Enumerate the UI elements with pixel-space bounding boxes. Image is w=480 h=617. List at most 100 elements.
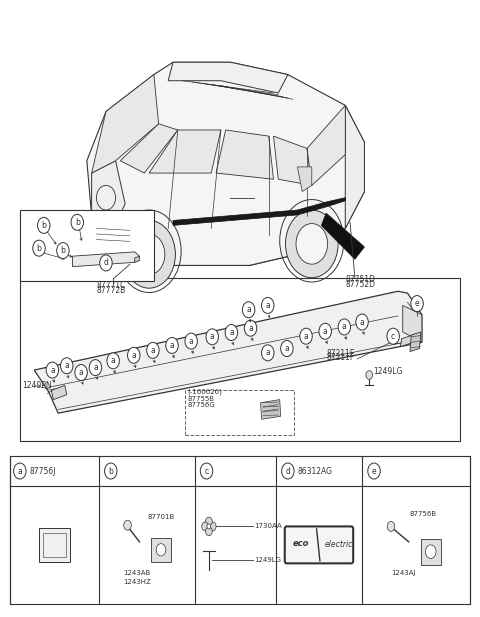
Text: (-160626): (-160626)	[187, 388, 222, 395]
Polygon shape	[92, 75, 158, 173]
Circle shape	[96, 185, 116, 210]
Text: eco: eco	[293, 539, 309, 548]
Circle shape	[206, 329, 218, 345]
Circle shape	[123, 220, 175, 288]
Text: a: a	[79, 368, 84, 377]
Polygon shape	[120, 124, 178, 173]
Text: 87751D: 87751D	[345, 275, 375, 284]
Text: a: a	[111, 357, 116, 365]
Circle shape	[411, 296, 423, 312]
Text: 87756G: 87756G	[187, 402, 215, 408]
Circle shape	[319, 323, 331, 339]
Circle shape	[296, 223, 327, 264]
Bar	[152, 537, 170, 562]
Circle shape	[368, 463, 380, 479]
Circle shape	[387, 328, 399, 344]
Circle shape	[425, 545, 436, 558]
Circle shape	[200, 463, 213, 479]
Circle shape	[166, 337, 178, 354]
Polygon shape	[298, 167, 312, 191]
Polygon shape	[92, 197, 345, 265]
Circle shape	[207, 524, 211, 529]
Polygon shape	[307, 106, 345, 185]
Circle shape	[262, 297, 274, 313]
Text: c: c	[204, 466, 208, 476]
Text: a: a	[64, 361, 69, 370]
Circle shape	[37, 217, 50, 233]
Circle shape	[262, 345, 274, 361]
Polygon shape	[400, 333, 419, 347]
Text: d: d	[104, 259, 108, 267]
Circle shape	[57, 242, 69, 259]
Bar	[10, 456, 470, 604]
Circle shape	[60, 358, 73, 374]
Polygon shape	[322, 213, 364, 259]
Text: a: a	[323, 327, 327, 336]
Polygon shape	[216, 130, 274, 179]
Bar	[43, 533, 66, 557]
Circle shape	[202, 522, 208, 531]
Bar	[20, 278, 460, 441]
Text: 87756B: 87756B	[409, 511, 437, 517]
Text: a: a	[93, 363, 98, 372]
Text: a: a	[210, 333, 215, 341]
Text: a: a	[285, 344, 289, 353]
Polygon shape	[34, 291, 422, 413]
Circle shape	[205, 517, 212, 526]
Text: b: b	[75, 218, 80, 227]
Polygon shape	[87, 62, 364, 265]
Circle shape	[282, 463, 294, 479]
Polygon shape	[51, 386, 67, 400]
Text: electric: electric	[325, 540, 353, 549]
Text: 87701B: 87701B	[147, 514, 175, 520]
Text: a: a	[360, 318, 364, 326]
Circle shape	[338, 319, 350, 335]
Text: 1730AA: 1730AA	[254, 523, 282, 529]
Circle shape	[366, 371, 372, 379]
Text: e: e	[372, 466, 376, 476]
Text: c: c	[391, 332, 395, 341]
Bar	[185, 391, 294, 435]
Polygon shape	[92, 161, 125, 234]
Text: a: a	[132, 351, 136, 360]
Text: 1249PN: 1249PN	[22, 381, 52, 390]
Circle shape	[225, 325, 238, 341]
FancyBboxPatch shape	[285, 526, 353, 563]
Polygon shape	[72, 252, 140, 267]
Text: a: a	[17, 466, 22, 476]
Circle shape	[133, 234, 165, 275]
Text: 87211E: 87211E	[326, 349, 355, 358]
Circle shape	[242, 302, 255, 318]
Text: 87755B: 87755B	[187, 396, 215, 402]
Circle shape	[281, 341, 293, 357]
Text: a: a	[265, 349, 270, 357]
Polygon shape	[403, 305, 422, 342]
Text: a: a	[229, 328, 234, 337]
Polygon shape	[274, 136, 312, 185]
Circle shape	[356, 314, 368, 330]
Text: 87756J: 87756J	[29, 466, 56, 476]
Text: a: a	[248, 324, 253, 333]
Circle shape	[107, 353, 120, 369]
Text: 1243HZ: 1243HZ	[123, 579, 151, 585]
Text: a: a	[169, 341, 174, 350]
Text: a: a	[265, 301, 270, 310]
Text: b: b	[60, 246, 65, 255]
Circle shape	[209, 522, 216, 531]
Text: a: a	[189, 337, 193, 346]
Circle shape	[286, 210, 338, 278]
Polygon shape	[96, 210, 130, 247]
Text: 86312AG: 86312AG	[298, 466, 333, 476]
Circle shape	[71, 214, 84, 230]
Text: d: d	[286, 466, 290, 476]
Circle shape	[105, 463, 117, 479]
Bar	[39, 528, 70, 562]
Polygon shape	[168, 62, 288, 93]
Bar	[20, 210, 154, 281]
Text: a: a	[304, 332, 309, 341]
Text: b: b	[36, 244, 41, 253]
Text: b: b	[41, 221, 46, 230]
Text: a: a	[151, 346, 155, 355]
Circle shape	[124, 520, 132, 530]
Circle shape	[100, 255, 112, 271]
